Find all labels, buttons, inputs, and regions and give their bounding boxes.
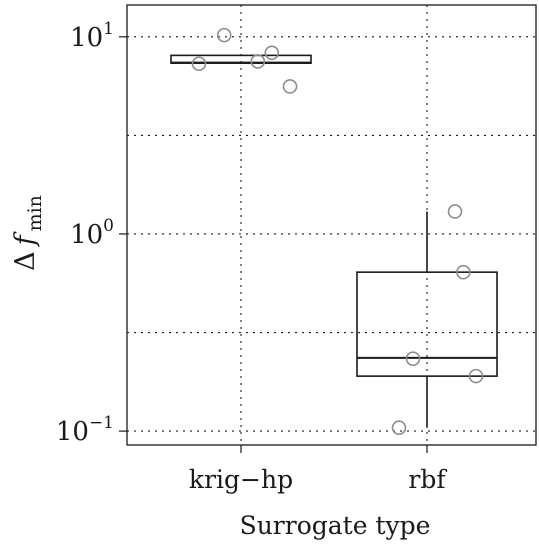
point-layer: [191, 27, 484, 436]
plot-frame: [126, 4, 537, 446]
data-point: [282, 79, 298, 94]
y-tick-label: 100: [70, 216, 114, 250]
y-axis-label-sub: min: [24, 195, 46, 231]
x-axis-label: Surrogate type: [240, 511, 431, 540]
x-axis-ticks: krig−hp rbf: [189, 445, 447, 494]
y-axis-label-delta: Δ: [10, 251, 41, 271]
y-tick-label-exponent: 0: [103, 216, 114, 236]
y-tick-label: 101: [70, 19, 114, 53]
y-tick-label-exponent: −1: [89, 413, 114, 433]
data-point: [456, 264, 471, 280]
x-tick-label: krig−hp: [189, 465, 293, 494]
data-point: [447, 204, 463, 219]
y-tick-label-base: 10: [70, 23, 103, 53]
data-point: [264, 45, 280, 61]
data-point: [216, 27, 232, 43]
y-tick-label: 10−1: [56, 413, 114, 447]
y-tick-label-exponent: 1: [103, 19, 114, 39]
box-layer: [170, 54, 498, 428]
x-tick-label: rbf: [408, 465, 447, 494]
data-point: [405, 351, 421, 366]
box-iqr: [356, 271, 498, 377]
data-point: [468, 368, 484, 384]
data-point: [191, 56, 207, 72]
y-axis-label-var: f: [10, 231, 41, 247]
y-tick-label-base: 10: [70, 220, 103, 250]
data-point: [250, 54, 266, 69]
data-point: [391, 420, 407, 436]
y-tick-label-base: 10: [56, 417, 89, 447]
grid-lines: [127, 5, 536, 445]
y-axis-label: Δfmin: [10, 195, 46, 271]
